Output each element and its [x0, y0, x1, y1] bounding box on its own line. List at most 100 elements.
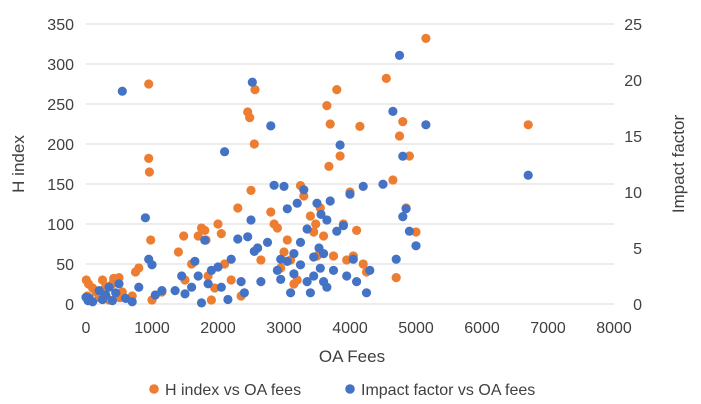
h-index-point [404, 151, 414, 161]
impact-factor-point [394, 50, 405, 61]
x-tick-label: 6000 [464, 320, 500, 337]
impact-factor-point [391, 254, 401, 264]
h-index-point [144, 79, 154, 89]
impact-factor-point [335, 140, 345, 150]
legend-label-impact-factor: Impact factor vs OA fees [361, 382, 535, 399]
y-tick-label: 200 [47, 137, 74, 154]
h-index-point [328, 251, 339, 261]
impact-factor-point [292, 198, 302, 208]
impact-factor-point [239, 288, 249, 298]
y2-tick-label: 5 [633, 241, 642, 258]
impact-factor-point [309, 252, 319, 262]
impact-factor-point [150, 290, 160, 300]
impact-factor-point [332, 226, 342, 236]
impact-factor-point [170, 286, 180, 296]
impact-factor-point [246, 215, 256, 225]
impact-factor-point [226, 254, 236, 264]
y-tick-label: 350 [47, 17, 74, 34]
h-index-point [144, 153, 154, 163]
h-index-point [179, 231, 189, 241]
impact-factor-point [213, 262, 223, 272]
y-tick-label: 50 [56, 257, 74, 274]
impact-factor-point [107, 296, 117, 306]
impact-factor-point [398, 212, 408, 222]
h-index-point [319, 231, 329, 241]
legend-marker-impact-factor [345, 384, 355, 394]
impact-factor-point [134, 282, 144, 292]
impact-factor-point [140, 213, 150, 223]
h-index-point [193, 231, 203, 241]
h-index-point [391, 273, 401, 283]
impact-factor-point [233, 234, 243, 244]
h-index-point [279, 247, 289, 257]
impact-factor-point [114, 279, 124, 289]
h-index-point [282, 235, 292, 245]
impact-factor-point [305, 288, 315, 298]
impact-factor-point [312, 198, 322, 208]
h-index-point [335, 151, 345, 161]
impact-factor-point [322, 215, 332, 225]
h-index-point [358, 259, 368, 269]
y-tick-label: 250 [47, 97, 74, 114]
impact-factor-point [180, 289, 190, 299]
impact-factor-point [256, 277, 266, 287]
x-tick-label: 1000 [134, 320, 170, 337]
impact-factor-point [295, 260, 306, 270]
impact-factor-point [365, 265, 375, 275]
impact-factor-point [223, 294, 233, 305]
impact-factor-point [127, 297, 137, 307]
x-axis-title: OA Fees [319, 347, 385, 366]
impact-factor-point [338, 221, 348, 231]
impact-factor-point [404, 226, 414, 236]
h-index-point [352, 225, 362, 235]
impact-factor-point [523, 170, 533, 180]
x-tick-label: 0 [82, 320, 91, 337]
h-index-point [355, 121, 365, 131]
impact-factor-point [147, 260, 157, 270]
impact-factor-point [193, 271, 203, 281]
impact-factor-point [196, 298, 207, 308]
y-tick-label: 150 [47, 177, 74, 194]
impact-factor-point [302, 224, 312, 234]
impact-factor-point [282, 256, 292, 266]
impact-factor-point [243, 232, 253, 242]
impact-factor-point [253, 243, 263, 253]
x-tick-label: 8000 [596, 320, 632, 337]
grid-layer [86, 23, 614, 305]
impact-factor-point [322, 282, 332, 292]
impact-factor-point [101, 290, 111, 300]
legend: H index vs OA fees Impact factor vs OA f… [149, 382, 535, 399]
impact-factor-point [117, 86, 127, 96]
h-index-point [249, 139, 259, 149]
impact-factor-point [345, 189, 355, 199]
x-tick-label: 2000 [200, 320, 236, 337]
impact-factor-point [289, 249, 299, 259]
impact-factor-point [177, 271, 187, 281]
y2-axis-title: Impact factor [669, 115, 688, 214]
h-index-point [233, 203, 243, 213]
impact-factor-point [325, 196, 335, 206]
h-index-point [250, 85, 260, 95]
h-index-point [146, 235, 156, 245]
impact-factor-point [388, 106, 398, 116]
h-index-point [523, 120, 533, 130]
impact-factor-point [269, 180, 279, 190]
impact-factor-point [348, 254, 358, 264]
y2-tick-label: 25 [624, 17, 642, 34]
impact-factor-point [187, 282, 197, 292]
impact-factor-point [361, 288, 372, 298]
impact-factor-point [289, 269, 299, 279]
impact-factor-point [157, 286, 167, 296]
impact-factor-point [319, 249, 329, 259]
h-index-point [322, 101, 332, 111]
impact-factor-point [220, 147, 230, 157]
h-index-point [266, 207, 276, 217]
y2-tick-label: 15 [624, 129, 642, 146]
h-index-point [311, 219, 321, 229]
h-index-point [394, 131, 405, 141]
h-index-point [388, 175, 398, 185]
impact-factor-point [200, 235, 210, 245]
h-index-point [246, 185, 256, 195]
impact-factor-point [401, 204, 411, 214]
